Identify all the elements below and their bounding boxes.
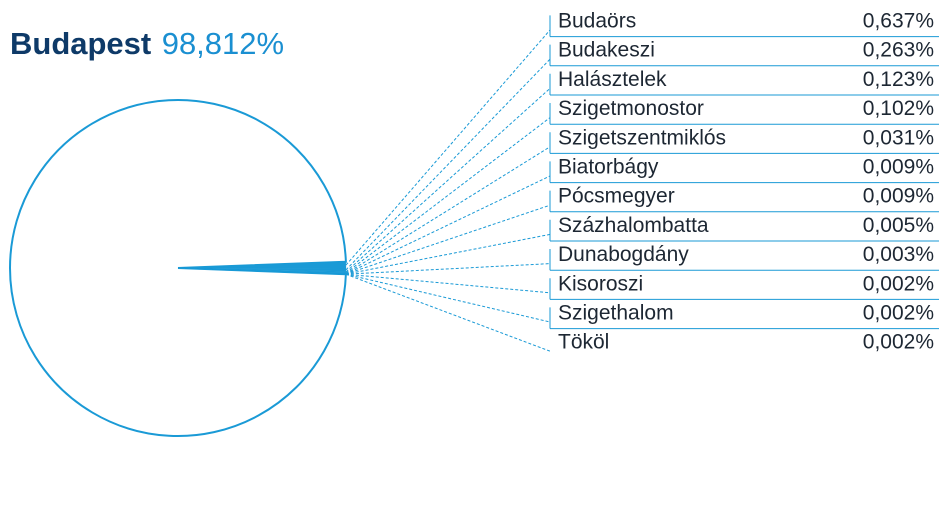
row-value: 0,263% [863,39,934,62]
pie-slice [9,99,347,437]
row-label: Budakeszi [558,39,655,62]
leader-line [345,88,551,273]
row-value: 0,031% [863,126,934,149]
row-label: Szigetmonostor [558,97,704,120]
leader-line [345,204,551,275]
row-label: Szigethalom [558,302,674,325]
row-label: Kisoroszi [558,272,643,295]
title: Budapest 98,812% [10,26,284,61]
row-value: 0,102% [863,97,934,120]
leader-line [345,273,551,294]
leader-line [345,263,551,275]
leader-line [345,117,551,274]
row-value: 0,637% [863,10,934,33]
row-label: Tököl [558,331,609,354]
row-value: 0,009% [863,185,934,208]
row-label: Halásztelek [558,68,667,91]
row-value: 0,003% [863,243,934,266]
leader-line [345,58,551,271]
row-label: Budaörs [558,10,636,33]
title-category: Budapest [10,26,151,61]
leader-line [345,29,551,266]
leader-line [345,273,551,352]
row-label: Pócsmegyer [558,185,675,208]
leader-line [345,146,551,275]
row-label: Dunabogdány [558,243,689,266]
row-value: 0,002% [863,302,934,325]
row-label: Szigetszentmiklós [558,126,726,149]
row-value: 0,009% [863,156,934,179]
row-value: 0,005% [863,214,934,237]
title-value: 98,812% [162,26,284,61]
row-value: 0,002% [863,272,934,295]
leader-line [345,175,551,275]
row-value: 0,123% [863,68,934,91]
row-value: 0,002% [863,331,934,354]
leader-line [345,273,551,323]
row-label: Százhalombatta [558,214,709,237]
row-label: Biatorbágy [558,156,659,179]
